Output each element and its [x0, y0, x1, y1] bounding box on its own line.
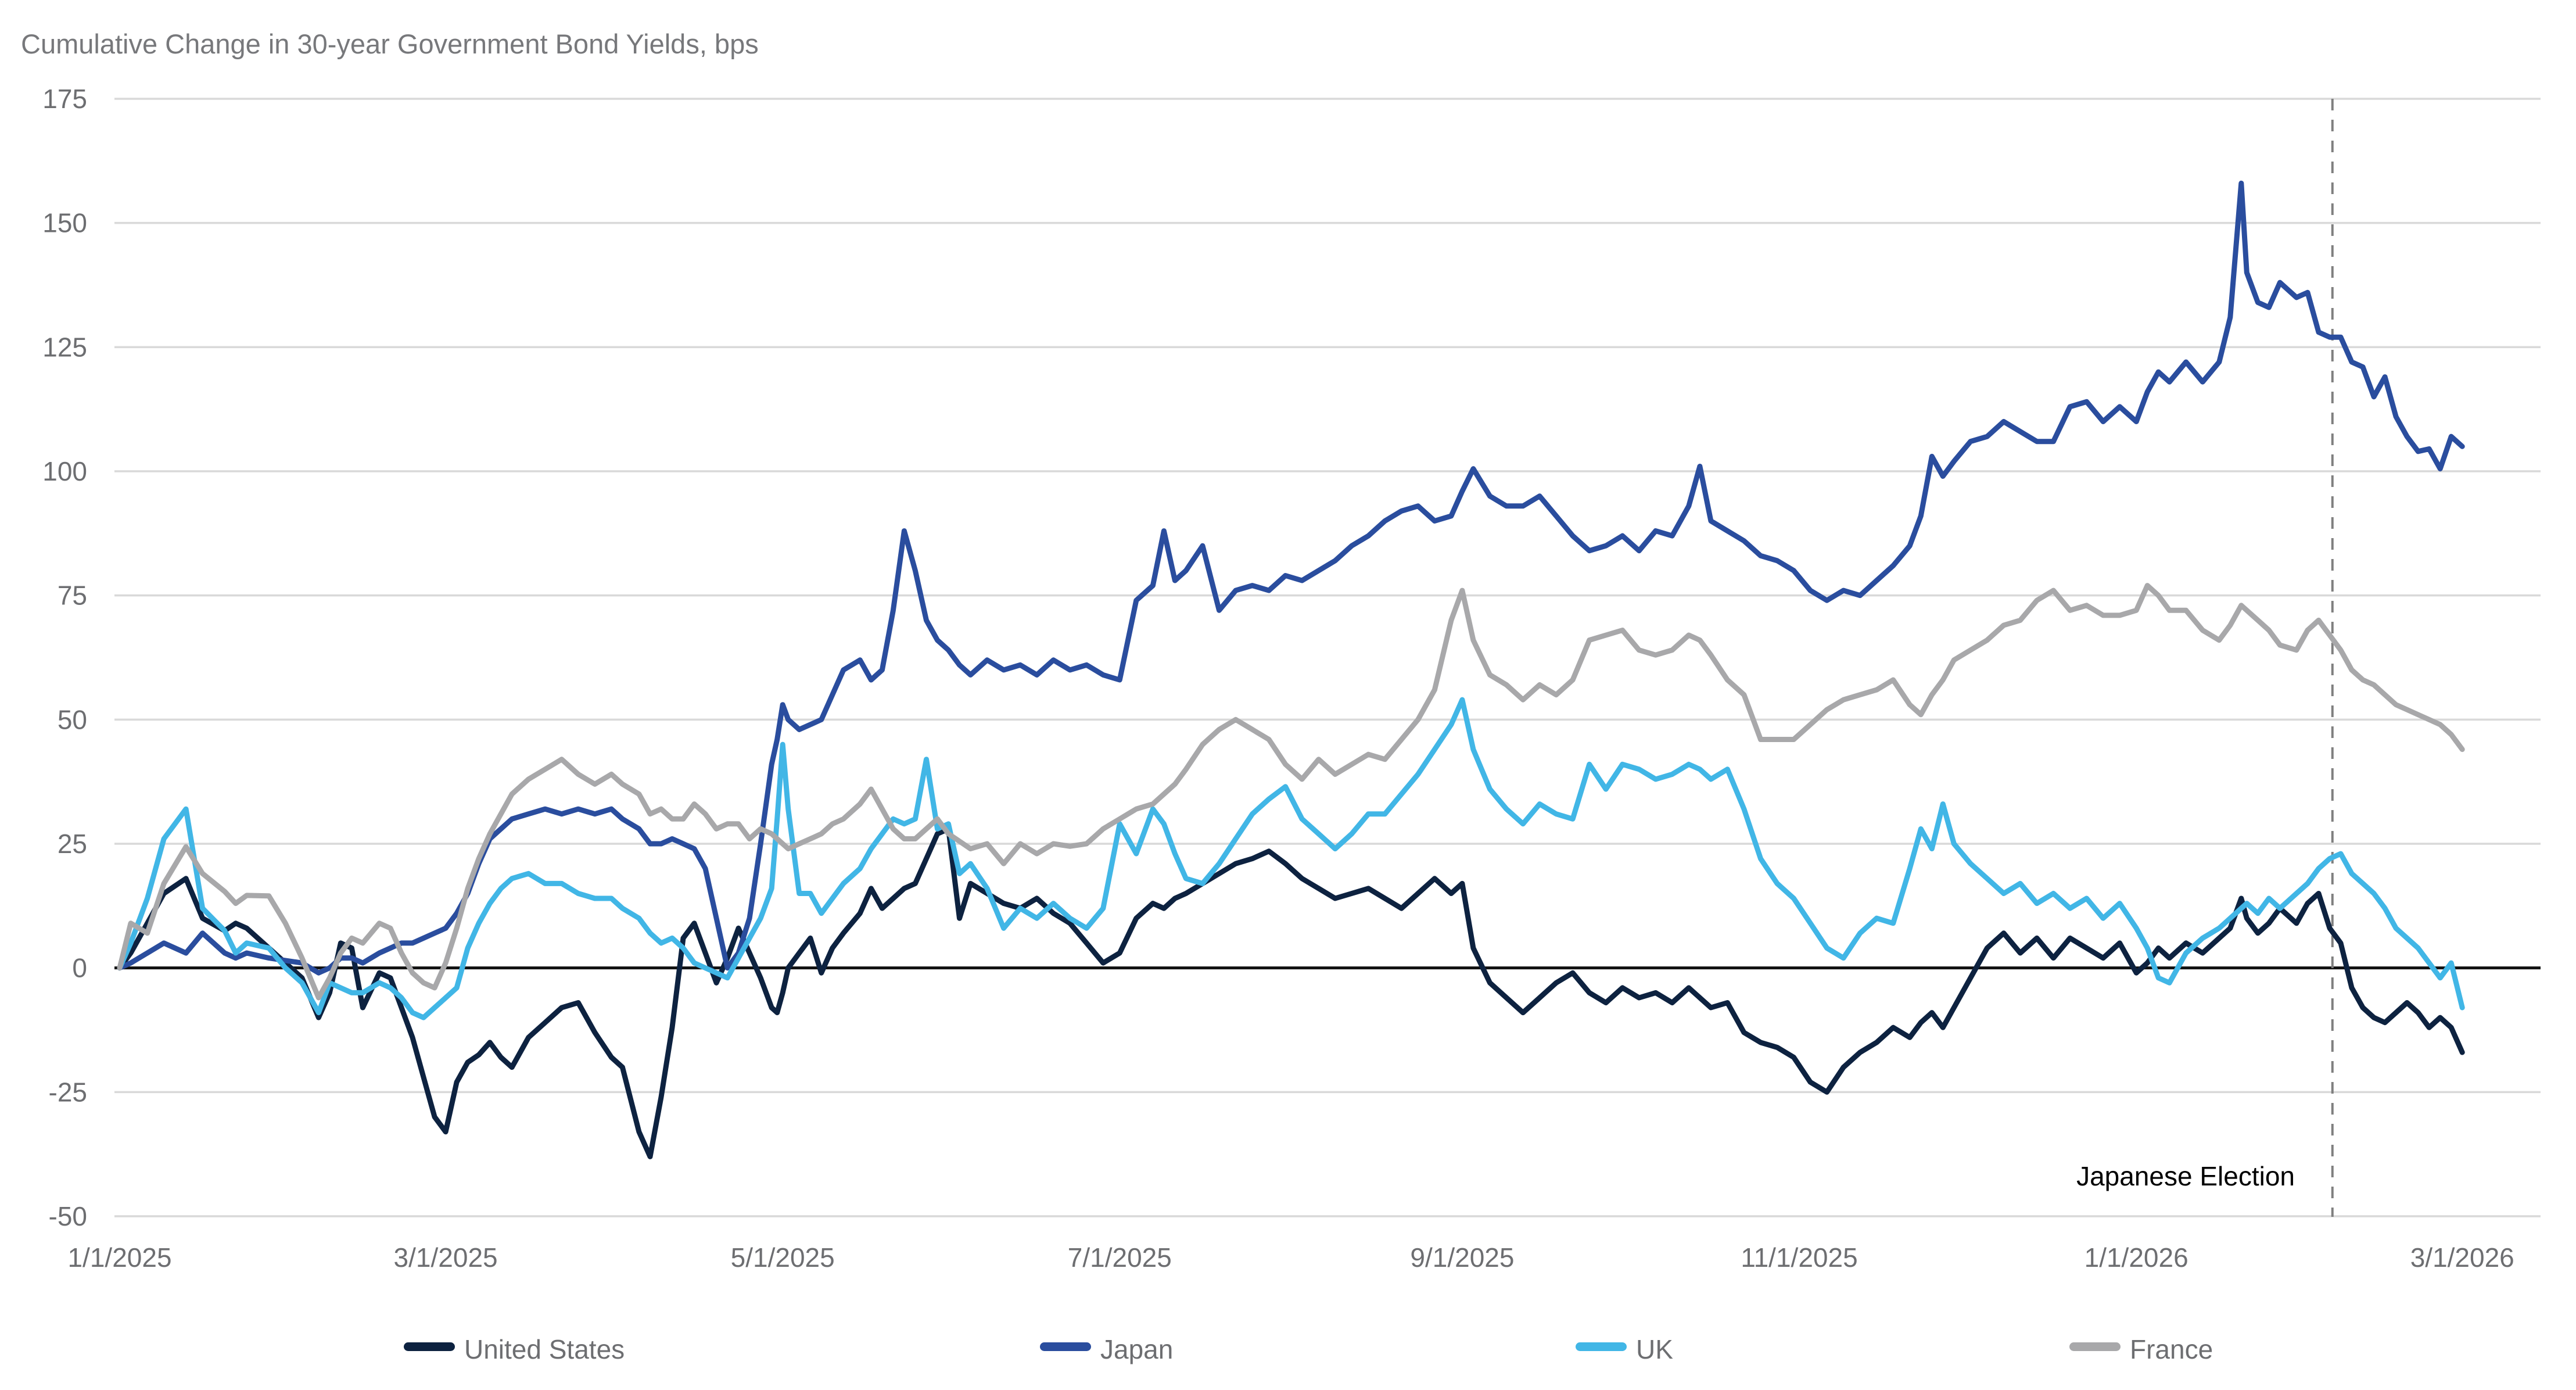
x-tick-label: 11/1/2025 — [1741, 1242, 1857, 1273]
legend-swatch — [1040, 1342, 1091, 1351]
event-marker: Japanese Election — [2076, 99, 2334, 1217]
legend-item-france: France — [2069, 1334, 2213, 1364]
legend-swatch — [2069, 1342, 2121, 1351]
legend-item-japan: Japan — [1040, 1334, 1173, 1364]
y-tick-label: 150 — [42, 208, 87, 238]
series-line-uk — [117, 697, 2465, 1020]
chart-title: Cumulative Change in 30-year Government … — [21, 28, 759, 59]
japanese-election-annotation: Japanese Election — [2076, 1161, 2295, 1191]
legend-swatch — [1576, 1342, 1627, 1351]
x-tick-label: 3/1/2026 — [2410, 1242, 2514, 1273]
series-line-japan — [117, 180, 2465, 976]
x-axis-tick-labels: 1/1/2025 3/1/2025 5/1/2025 7/1/2025 9/1/2025… — [67, 1242, 2514, 1273]
x-tick-label: 5/1/2025 — [731, 1242, 835, 1273]
legend-label: UK — [1636, 1334, 1673, 1364]
y-tick-label: 25 — [58, 829, 87, 859]
y-axis-tick-labels: 175 150 125 100 75 50 25 0 -25 -50 — [42, 84, 87, 1231]
x-tick-label: 9/1/2025 — [1410, 1242, 1514, 1273]
legend-swatch — [404, 1342, 455, 1351]
legend-item-uk: UK — [1576, 1334, 1673, 1364]
x-tick-label: 1/1/2025 — [67, 1242, 171, 1273]
series-line-united-states — [117, 826, 2465, 1159]
y-tick-label: -25 — [49, 1077, 87, 1107]
y-tick-label: 0 — [72, 953, 87, 983]
y-tick-label: 100 — [42, 456, 87, 486]
legend-item-united-states: United States — [404, 1334, 625, 1364]
series-line-france — [117, 583, 2465, 1001]
y-tick-label: 125 — [42, 332, 87, 362]
x-tick-label: 1/1/2026 — [2085, 1242, 2188, 1273]
y-tick-label: 175 — [42, 84, 87, 114]
y-tick-label: 50 — [58, 704, 87, 735]
series-lines — [117, 180, 2465, 1159]
x-tick-label: 7/1/2025 — [1068, 1242, 1172, 1273]
y-tick-label: 75 — [58, 581, 87, 611]
legend: United States Japan UK France — [404, 1334, 2213, 1364]
legend-label: United States — [464, 1334, 625, 1364]
legend-label: France — [2130, 1334, 2213, 1364]
y-tick-label: -50 — [49, 1201, 87, 1231]
gridlines — [114, 98, 2541, 1217]
legend-label: Japan — [1100, 1334, 1173, 1364]
x-tick-label: 3/1/2025 — [394, 1242, 498, 1273]
